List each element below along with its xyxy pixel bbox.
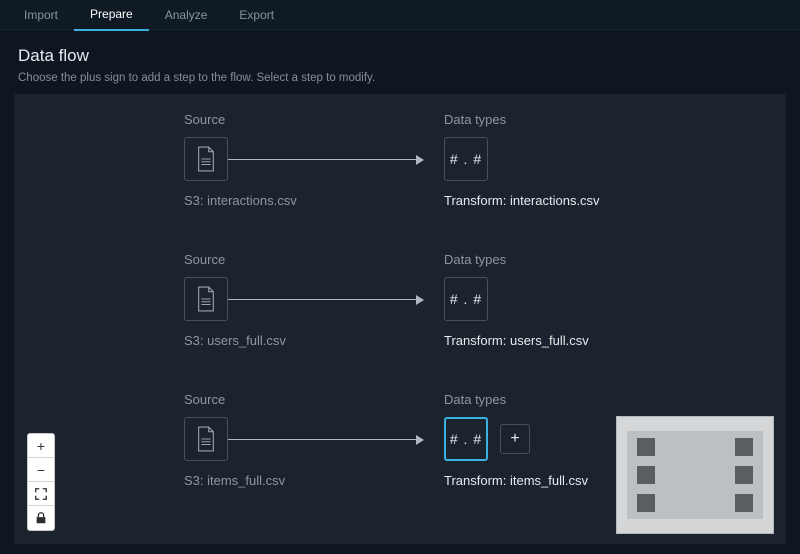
source-caption: S3: items_full.csv	[184, 473, 444, 488]
dtype-node[interactable]: # . #	[444, 137, 488, 181]
minimap-node-icon	[735, 494, 753, 512]
tab-analyze[interactable]: Analyze	[149, 0, 224, 30]
flow-arrow	[228, 299, 423, 300]
fullscreen-icon	[34, 487, 48, 501]
zoom-in-button[interactable]: +	[28, 434, 54, 458]
minimap-node-icon	[735, 438, 753, 456]
column-label-source: Source	[184, 392, 444, 407]
minimap[interactable]	[616, 416, 774, 534]
column-label-dtype: Data types	[444, 252, 589, 267]
plus-icon: +	[37, 438, 45, 454]
column-label-dtype: Data types	[444, 112, 600, 127]
file-icon	[195, 286, 217, 312]
dtype-caption: Transform: interactions.csv	[444, 193, 600, 208]
dtype-symbol: # . #	[450, 151, 482, 167]
column-label-source: Source	[184, 112, 444, 127]
source-caption: S3: interactions.csv	[184, 193, 444, 208]
dtype-caption: Transform: users_full.csv	[444, 333, 589, 348]
page-subtitle: Choose the plus sign to add a step to th…	[18, 72, 782, 84]
column-label-source: Source	[184, 252, 444, 267]
file-icon	[195, 146, 217, 172]
source-caption: S3: users_full.csv	[184, 333, 444, 348]
page-title: Data flow	[18, 46, 782, 66]
minimap-node-icon	[637, 466, 655, 484]
page-header: Data flow Choose the plus sign to add a …	[0, 30, 800, 94]
flow-row: Source S3: users_full.csv Data types # .…	[184, 252, 726, 348]
dtype-node[interactable]: # . #	[444, 417, 488, 461]
source-node[interactable]	[184, 277, 228, 321]
lock-icon	[34, 511, 48, 525]
plus-icon: +	[510, 430, 519, 448]
tab-bar: Import Prepare Analyze Export	[0, 0, 800, 30]
flow-row: Source S3: interactions.csv Data types #…	[184, 112, 726, 208]
minimap-node-icon	[637, 438, 655, 456]
add-step-button[interactable]: +	[500, 424, 530, 454]
dtype-node[interactable]: # . #	[444, 277, 488, 321]
source-node[interactable]	[184, 137, 228, 181]
flow-panel: Source S3: interactions.csv Data types #…	[14, 94, 786, 544]
source-node[interactable]	[184, 417, 228, 461]
minus-icon: −	[37, 462, 45, 478]
zoom-out-button[interactable]: −	[28, 458, 54, 482]
column-label-dtype: Data types	[444, 392, 588, 407]
minimap-node-icon	[735, 466, 753, 484]
minimap-node-icon	[637, 494, 655, 512]
tab-export[interactable]: Export	[223, 0, 290, 30]
dtype-symbol: # . #	[450, 431, 482, 447]
zoom-fit-button[interactable]	[28, 482, 54, 506]
zoom-controls: + −	[28, 434, 54, 530]
file-icon	[195, 426, 217, 452]
minimap-viewport	[627, 431, 763, 519]
zoom-lock-button[interactable]	[28, 506, 54, 530]
dtype-caption: Transform: items_full.csv	[444, 473, 588, 488]
flow-arrow	[228, 439, 423, 440]
tab-import[interactable]: Import	[8, 0, 74, 30]
flow-arrow	[228, 159, 423, 160]
dtype-symbol: # . #	[450, 291, 482, 307]
tab-prepare[interactable]: Prepare	[74, 0, 149, 31]
